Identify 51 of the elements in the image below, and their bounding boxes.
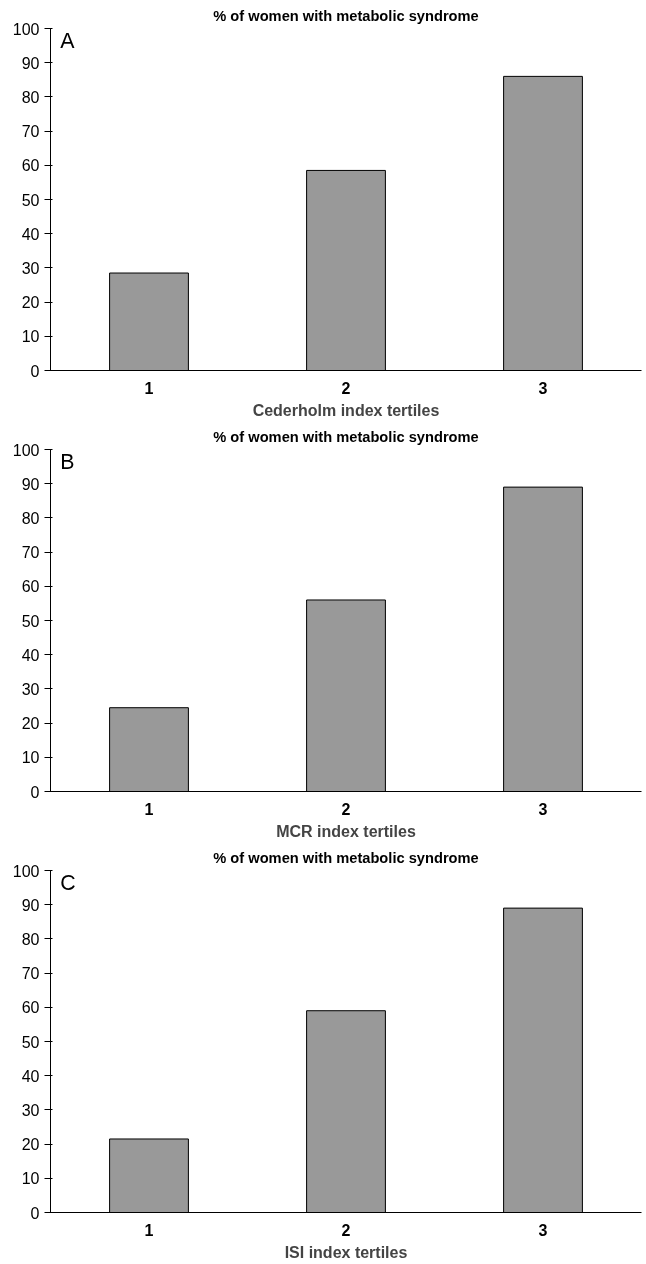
y-tick-label: 20	[21, 715, 40, 733]
y-tick-label: 30	[21, 1101, 40, 1119]
x-tick-label: 1	[144, 1221, 154, 1239]
y-tick-label: 60	[21, 578, 40, 596]
annotation: B	[60, 449, 75, 474]
x-axis-title: Cederholm index tertiles	[252, 401, 440, 419]
y-tick-label: 80	[21, 88, 40, 106]
y-tick-label: 30	[21, 259, 40, 277]
x-axis-title: MCR index tertiles	[276, 822, 416, 840]
chart-title: % of women with metabolic syndrome	[213, 849, 479, 866]
y-tick-label: 90	[21, 54, 40, 72]
y-tick-label: 90	[21, 896, 40, 914]
y-tick-label: 20	[21, 1136, 40, 1154]
y-tick-label: 70	[21, 965, 40, 983]
y-tick-label: 60	[21, 999, 40, 1017]
chart-title: % of women with metabolic syndrome	[213, 428, 479, 445]
x-tick-label: 1	[144, 800, 154, 818]
y-tick-label: 50	[21, 191, 40, 209]
annotation: C	[60, 870, 76, 895]
y-tick-label: 100	[12, 441, 40, 459]
y-tick-label: 50	[21, 612, 40, 630]
y-tick-label: 20	[21, 294, 40, 312]
y-tick-label: 40	[21, 225, 40, 243]
y-tick-label: 10	[21, 1170, 40, 1188]
x-tick-label: 1	[144, 379, 154, 397]
x-tick-label: 2	[341, 379, 351, 397]
x-tick-label: 3	[538, 800, 548, 818]
x-tick-label: 2	[341, 800, 351, 818]
y-tick-label: 0	[30, 1204, 40, 1222]
y-tick-label: 60	[21, 157, 40, 175]
y-tick-label: 70	[21, 544, 40, 562]
annotation: A	[60, 28, 76, 53]
x-tick-label: 3	[538, 1221, 548, 1239]
y-tick-label: 0	[30, 362, 40, 380]
y-tick-label: 100	[12, 20, 40, 38]
x-tick-label: 3	[538, 379, 548, 397]
chart-title: % of women with metabolic syndrome	[213, 7, 479, 24]
y-tick-label: 40	[21, 1067, 40, 1085]
y-tick-label: 90	[21, 475, 40, 493]
y-tick-label: 70	[21, 123, 40, 141]
y-tick-label: 100	[12, 862, 40, 880]
y-tick-label: 10	[21, 749, 40, 767]
y-tick-label: 10	[21, 328, 40, 346]
y-tick-label: 30	[21, 680, 40, 698]
y-tick-label: 0	[30, 783, 40, 801]
x-tick-label: 2	[341, 1221, 351, 1239]
y-tick-label: 80	[21, 509, 40, 527]
x-axis-title: ISI index tertiles	[284, 1243, 408, 1261]
y-tick-label: 80	[21, 930, 40, 948]
y-tick-label: 50	[21, 1033, 40, 1051]
y-tick-label: 40	[21, 646, 40, 664]
